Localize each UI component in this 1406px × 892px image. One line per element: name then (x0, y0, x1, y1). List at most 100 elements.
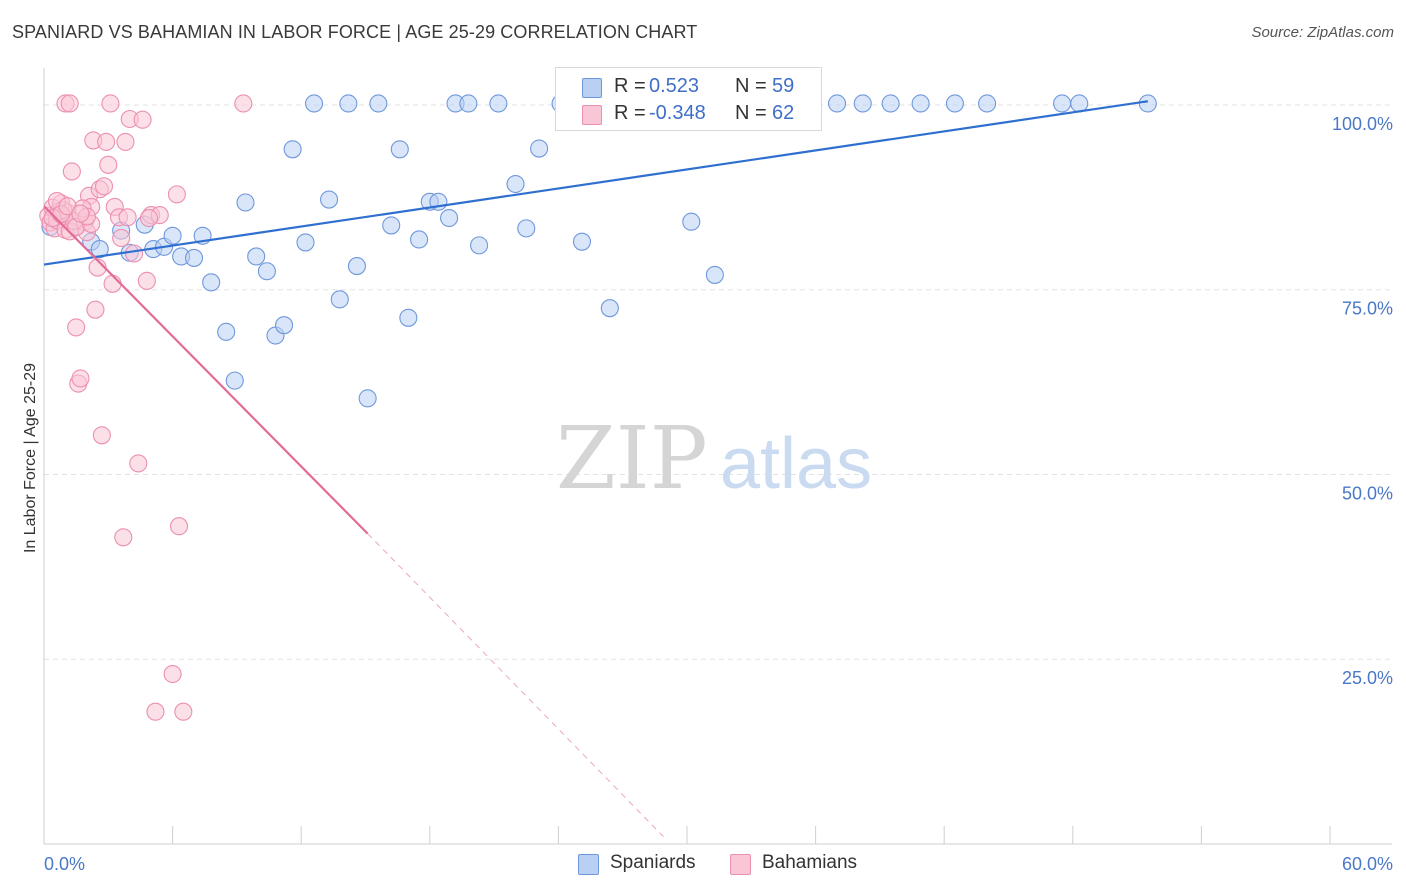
spaniard-point (682, 212, 701, 231)
spaniard-point (184, 248, 204, 267)
bahamian-point (137, 271, 156, 290)
spaniard-point (369, 94, 388, 113)
bahamian-point (112, 228, 131, 248)
spaniard-point (945, 94, 964, 113)
y-axis-label: In Labor Force | Age 25-29 (22, 363, 39, 553)
bahamian-point (163, 664, 182, 684)
spaniard-point (382, 216, 401, 235)
bahamian-point (167, 185, 186, 204)
spaniard-point (90, 240, 109, 259)
spaniard-point (217, 322, 236, 341)
bahamians-legend-swatch (730, 854, 751, 875)
bahamian-point (101, 94, 120, 113)
series-legend: Spaniards Bahamians (0, 852, 1406, 878)
spaniard-point (320, 190, 339, 209)
bahamian-point (174, 702, 193, 721)
bahamian-point (71, 369, 90, 388)
spaniard-point (506, 174, 525, 194)
bahamian-point (133, 110, 152, 129)
bahamian-point (234, 94, 253, 113)
x-tick-label: 0.0% (44, 854, 85, 874)
bahamian-point (67, 318, 86, 337)
bahamian-point (62, 162, 81, 181)
bahamian-point (97, 132, 116, 151)
bahamian-point (116, 132, 135, 151)
r-label: R = (614, 102, 646, 124)
spaniard-point (305, 94, 324, 113)
bahamian-point (60, 94, 79, 113)
spaniard-point (163, 226, 182, 245)
spaniard-point (978, 94, 997, 113)
bahamian-point (99, 155, 118, 174)
spaniard-point (330, 290, 349, 309)
spaniards-legend-label: Spaniards (610, 852, 696, 873)
x-tick-label: 60.0% (1342, 854, 1393, 874)
bahamian-point (86, 300, 105, 319)
y-tick-label: 100.0% (1332, 114, 1393, 134)
spaniard-point (399, 308, 418, 327)
bahamian-point (92, 426, 111, 445)
bahamian-point (118, 208, 137, 227)
watermark-atlas: atlas (720, 424, 872, 504)
spaniard-point (410, 230, 429, 249)
bahamian-point (103, 274, 122, 293)
spaniard-point (881, 94, 900, 113)
spaniards-swatch (582, 78, 602, 98)
spaniard-point (530, 139, 549, 158)
spaniard-point (202, 273, 221, 292)
y-tick-label: 75.0% (1342, 299, 1393, 319)
spaniard-point (296, 233, 315, 252)
n-value: 62 (772, 102, 795, 124)
spaniard-point (853, 94, 872, 113)
r-value: 0.523 (649, 75, 700, 97)
spaniard-point (390, 140, 409, 159)
bahamians-trend-extension (367, 533, 664, 837)
spaniard-point (600, 299, 619, 318)
spaniard-point (459, 94, 478, 113)
spaniard-point (247, 247, 266, 266)
bahamians-legend-label: Bahamians (762, 852, 858, 873)
bahamian-point (146, 702, 165, 721)
r-value: -0.348 (649, 102, 706, 124)
trend-lines (43, 100, 1148, 837)
legend-row-bahamians: R = -0.348 N = 62 (556, 102, 821, 128)
bahamian-point (169, 517, 189, 536)
r-label: R = (614, 75, 646, 97)
grid-lines (44, 104, 1392, 660)
y-tick-label: 25.0% (1342, 668, 1393, 688)
n-label: N = (735, 75, 767, 97)
n-label: N = (735, 102, 767, 124)
spaniard-point (275, 316, 294, 335)
bahamians-swatch (582, 105, 602, 125)
tick-labels: 25.0% 50.0% 75.0% 100.0% 0.0% 60.0% (44, 114, 1393, 874)
watermark-zip: ZIP (556, 409, 708, 509)
spaniard-point (517, 219, 536, 238)
n-value: 59 (772, 75, 795, 97)
spaniard-point (470, 236, 489, 255)
bahamians-trend-line (43, 205, 369, 535)
bahamian-point (139, 208, 159, 228)
spaniard-point (827, 94, 847, 113)
spaniard-point (347, 257, 366, 276)
spaniard-point (1053, 94, 1072, 113)
spaniard-point (257, 262, 276, 281)
legend-stats: R = 0.523 N = 59 R = -0.348 N = 62 (555, 67, 822, 131)
spaniards-trend-line (43, 100, 1148, 266)
spaniard-point (705, 265, 724, 284)
bahamian-point (114, 528, 133, 547)
spaniard-point (236, 193, 255, 212)
spaniard-point (358, 389, 377, 408)
spaniard-point (911, 94, 930, 113)
bahamian-point (71, 204, 90, 223)
spaniard-point (489, 94, 508, 113)
spaniard-point (572, 232, 592, 251)
chart-title: SPANIARD VS BAHAMIAN IN LABOR FORCE | AG… (12, 22, 698, 42)
bahamian-point (129, 454, 148, 473)
spaniard-point (225, 371, 244, 390)
spaniard-point (339, 94, 358, 113)
spaniard-point (283, 140, 302, 159)
bahamian-point (124, 244, 144, 263)
axes (43, 68, 1392, 845)
y-tick-label: 50.0% (1342, 483, 1393, 503)
